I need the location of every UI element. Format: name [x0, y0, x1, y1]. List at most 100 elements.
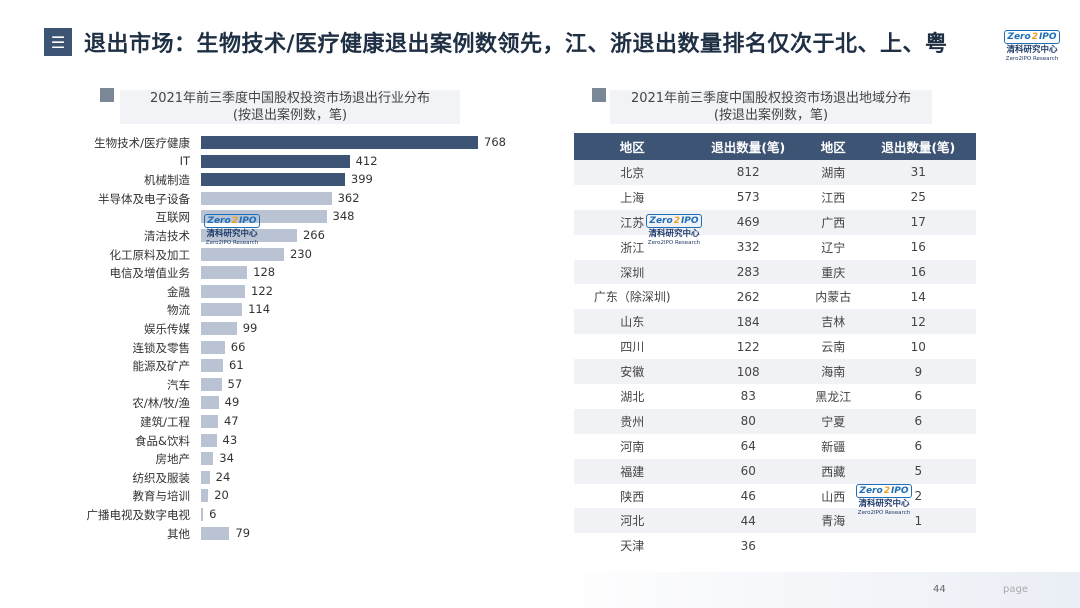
page-title: 退出市场：生物技术/医疗健康退出案例数领先，江、浙退出数量排名仅次于北、上、粤 [84, 32, 948, 57]
region-cell: 新疆 [805, 433, 861, 459]
count-cell: 12 [860, 309, 976, 335]
count-cell: 44 [690, 508, 806, 534]
bar [201, 247, 284, 261]
bar-category-label: 机械制造 [144, 173, 190, 188]
bar-category-label: 金融 [167, 284, 190, 299]
table-row: 贵州 80 宁夏 6 [574, 408, 976, 434]
bar-category-label: 连锁及零售 [132, 340, 191, 355]
region-cell: 湖北 [574, 384, 691, 409]
bar [201, 284, 245, 298]
column-header: 退出数量(笔) [860, 133, 976, 160]
bar-value-label: 348 [332, 209, 355, 224]
table-row: 陕西 46 山西 2 [574, 483, 976, 509]
bullet-square-icon [592, 88, 606, 102]
bar [201, 136, 478, 149]
count-cell: 83 [690, 384, 806, 409]
count-cell: 64 [690, 433, 806, 459]
bar-value-label: 412 [355, 153, 378, 168]
table-row: 山东 184 吉林 12 [574, 309, 976, 335]
bar [201, 359, 223, 373]
bar-category-label: 农/林/牧/渔 [132, 396, 190, 411]
table-row: 浙江 332 辽宁 16 [574, 234, 976, 260]
right-panel-title: 2021年前三季度中国股权投资市场退出地域分布 (按退出案例数，笔) [592, 88, 932, 124]
watermark-logo: Zero 2 IPO 清科研究中心 Zero2IPO Research [204, 214, 260, 246]
bar-value-label: 20 [214, 488, 229, 503]
count-cell: 469 [690, 209, 806, 235]
table-row: 北京 812 湖南 31 [574, 160, 976, 185]
count-cell: 16 [860, 234, 976, 260]
region-cell: 云南 [805, 334, 861, 360]
region-cell: 广西 [805, 209, 861, 235]
table-row: 湖北 83 黑龙江 6 [574, 384, 976, 409]
count-cell: 262 [690, 284, 806, 310]
region-cell: 青海 [805, 508, 861, 534]
bar [201, 340, 225, 354]
page-number: 44 [933, 584, 946, 595]
bar [201, 526, 230, 540]
count-cell: 16 [860, 259, 976, 285]
region-cell: 西藏 [805, 458, 861, 484]
title-bar: ☰ 退出市场：生物技术/医疗健康退出案例数领先，江、浙退出数量排名仅次于北、上、… [44, 22, 948, 62]
bar-value-label: 768 [484, 135, 506, 149]
region-cell: 安徽 [574, 359, 691, 385]
bar [201, 470, 210, 484]
bar-value-label: 230 [289, 246, 312, 261]
bar-value-label: 49 [224, 395, 240, 410]
region-table: 地区 退出数量(笔) 地区 退出数量(笔) 北京 812 湖南 31 上海 573 江西 25… [574, 133, 976, 559]
bar [201, 154, 350, 168]
bar-category-label: 房地产 [155, 452, 191, 467]
logo-cn: 清科研究中心 [1006, 45, 1058, 55]
bar-value-label: 266 [302, 228, 325, 242]
count-cell: 184 [690, 309, 806, 335]
bar-category-label: 清洁技术 [144, 229, 190, 243]
region-cell: 四川 [574, 334, 691, 360]
bar [201, 489, 209, 503]
bar-value-label: 57 [227, 376, 243, 391]
bar-value-label: 79 [235, 525, 251, 540]
region-cell: 海南 [805, 359, 861, 385]
bar [201, 433, 217, 447]
count-cell: 10 [860, 334, 976, 360]
region-cell [805, 533, 861, 559]
region-cell: 浙江 [574, 234, 691, 260]
footer-band [540, 572, 1080, 608]
region-cell: 山东 [574, 309, 691, 335]
region-cell: 重庆 [805, 259, 861, 285]
bar-category-label: 汽车 [167, 377, 190, 392]
region-cell: 黑龙江 [805, 384, 861, 409]
bar-value-label: 122 [251, 283, 273, 298]
count-cell: 332 [690, 234, 806, 260]
count-cell: 60 [690, 458, 806, 484]
bar-value-label: 24 [215, 469, 231, 484]
region-cell: 江苏 [574, 209, 691, 235]
bar-value-label: 34 [219, 451, 234, 466]
bar-category-label: 物流 [167, 303, 190, 318]
region-cell: 福建 [574, 458, 691, 484]
count-cell: 1 [860, 508, 976, 534]
bar [201, 322, 237, 335]
bar-category-label: 纺织及服装 [132, 470, 191, 485]
count-cell: 108 [690, 359, 806, 385]
column-header: 地区 [574, 133, 691, 160]
bar-value-label: 43 [222, 432, 238, 447]
region-cell: 湖南 [805, 160, 861, 185]
region-cell: 天津 [574, 533, 691, 559]
bar-category-label: 电信及增值业务 [109, 266, 191, 281]
region-cell: 河北 [574, 508, 691, 534]
logo-mark: Zero 2 IPO [1004, 30, 1060, 44]
table-row: 天津 36 [574, 533, 976, 559]
count-cell: 283 [690, 259, 806, 285]
count-cell: 122 [690, 334, 806, 360]
table-header-row: 地区 退出数量(笔) 地区 退出数量(笔) [574, 133, 976, 160]
bar-value-label: 47 [223, 414, 239, 428]
count-cell [860, 533, 976, 559]
count-cell: 2 [860, 483, 976, 509]
table-row: 深圳 283 重庆 16 [574, 259, 976, 285]
bar [201, 303, 243, 317]
watermark-logo: Zero 2 IPO 清科研究中心 Zero2IPO Research [856, 484, 912, 516]
bar-value-label: 61 [229, 358, 244, 373]
bar-value-label: 114 [248, 302, 271, 317]
region-cell: 深圳 [574, 259, 691, 285]
region-cell: 贵州 [574, 408, 691, 434]
bar-category-label: 食品&饮料 [135, 433, 190, 448]
